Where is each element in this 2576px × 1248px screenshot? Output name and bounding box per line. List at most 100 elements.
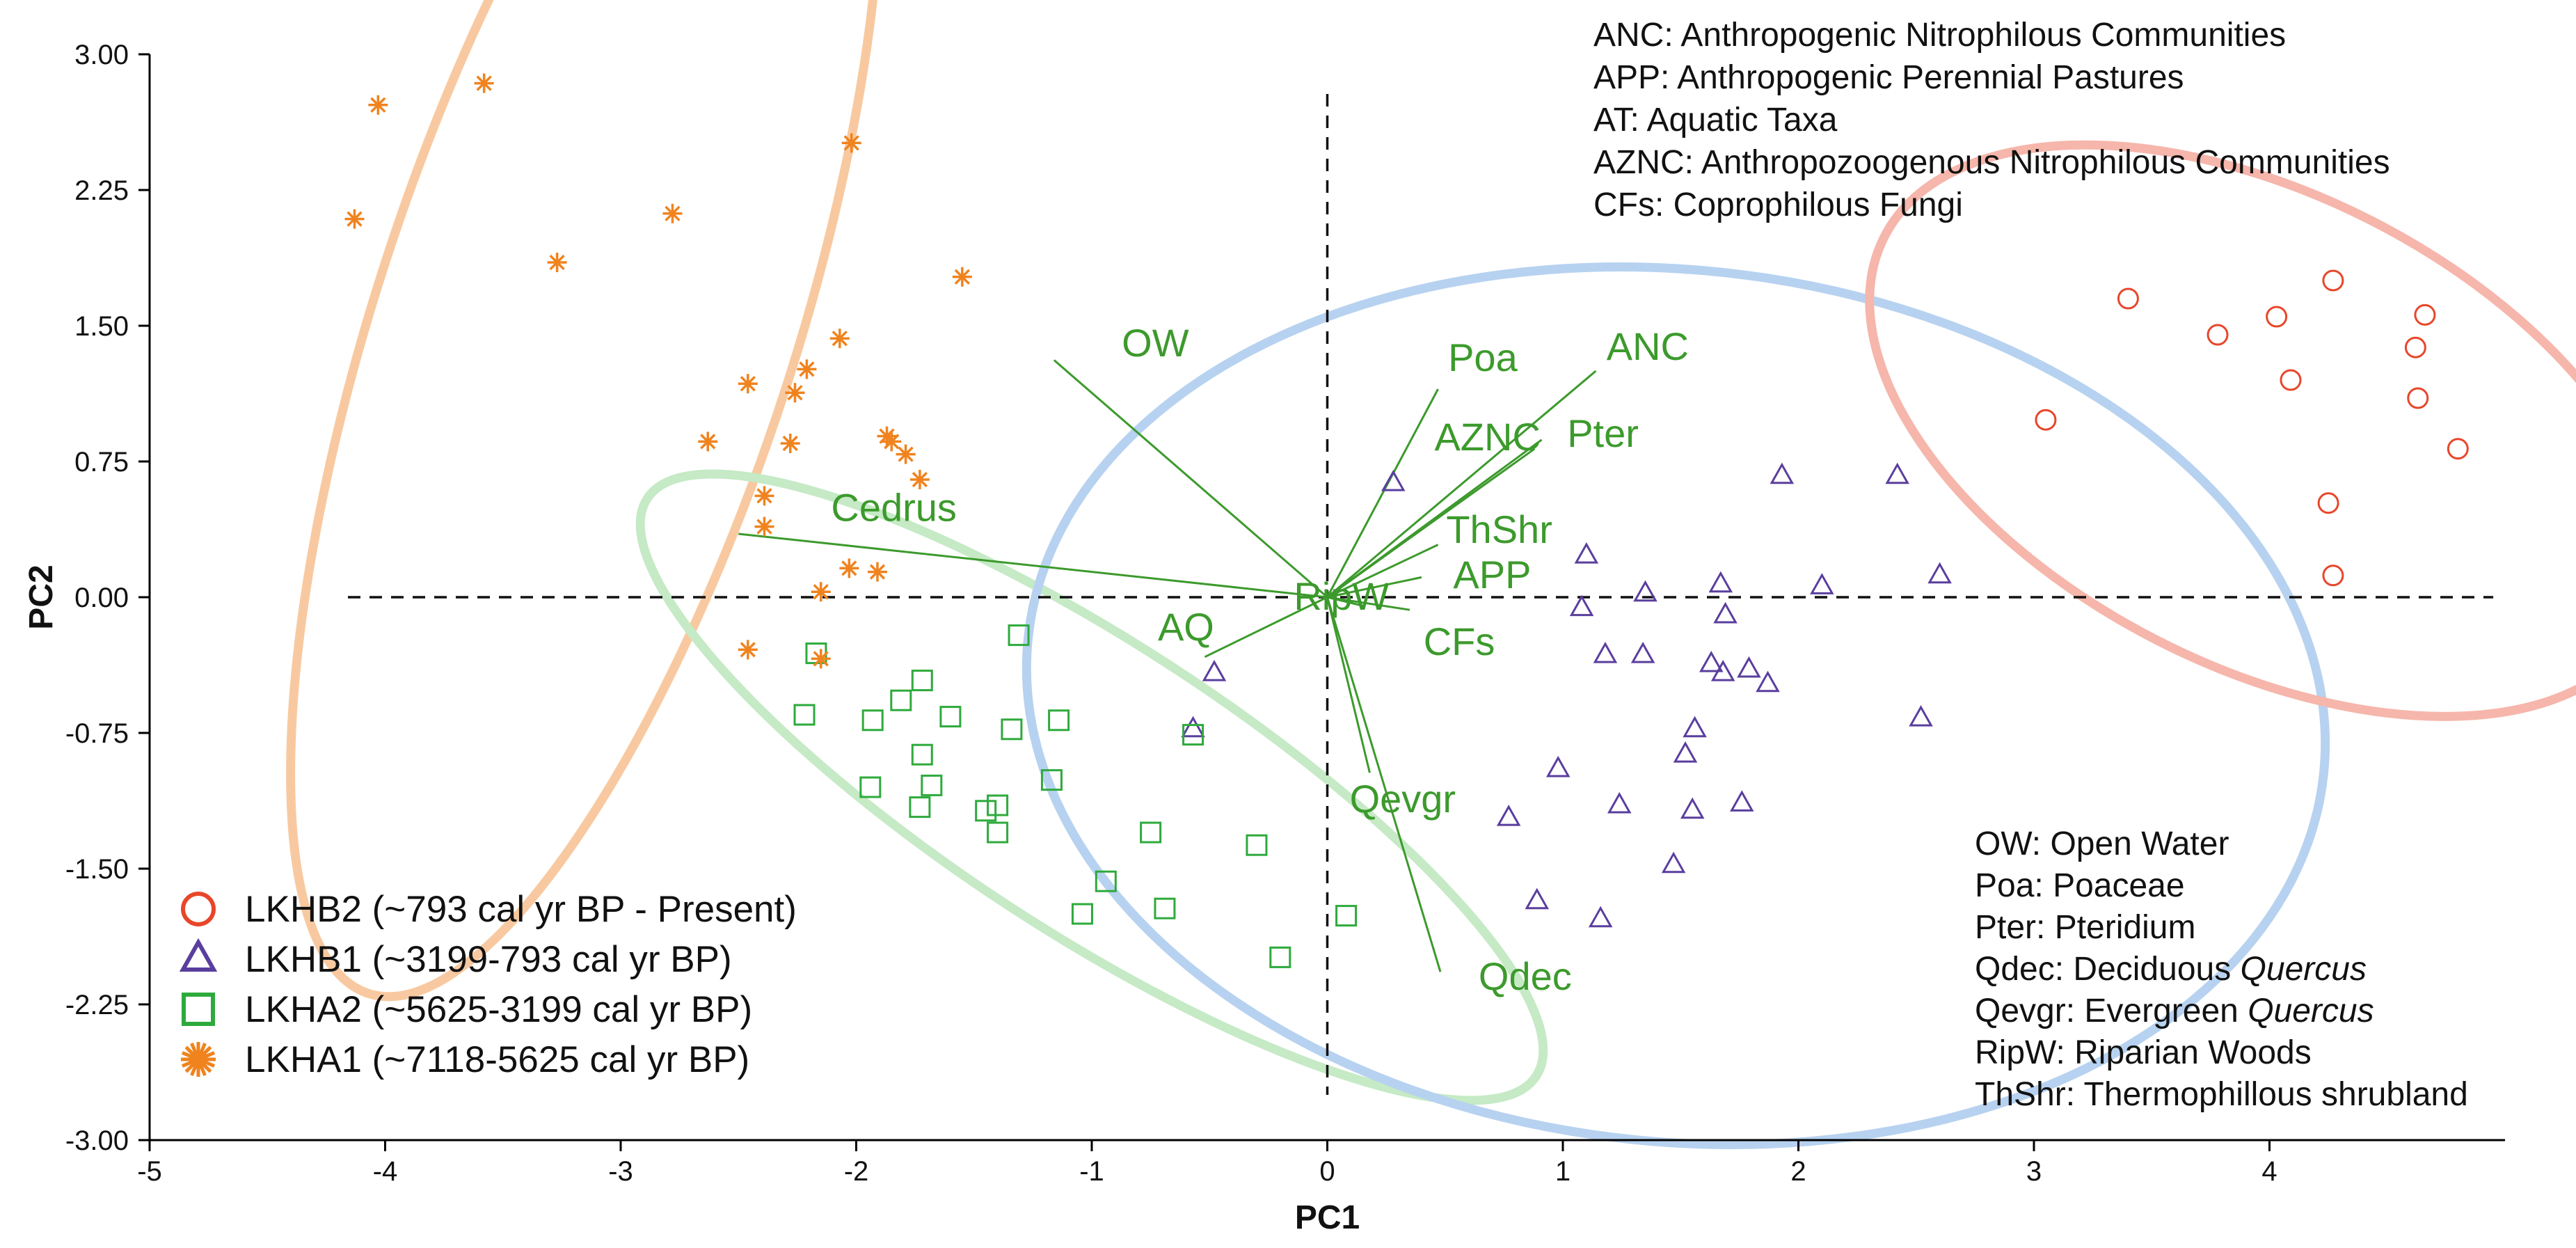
- point-star: [474, 73, 494, 93]
- legend-marker-shape: [179, 938, 218, 972]
- legend-label: LKHA1 (~7118-5625 cal yr BP): [245, 1039, 749, 1080]
- point-circle: [2117, 287, 2139, 310]
- point-circle: [2317, 492, 2339, 514]
- point-triangle: [1737, 656, 1761, 678]
- x-tick-label: -3: [608, 1156, 633, 1187]
- star-stroke: [740, 376, 756, 392]
- point-square: [861, 709, 884, 732]
- point-triangle: [1545, 755, 1571, 777]
- x-tick-label: -2: [844, 1156, 869, 1187]
- abbreviation-note: OW: Open Water: [1975, 826, 2229, 862]
- point-triangle: [1574, 542, 1599, 564]
- loading-vector-qdec: [1326, 597, 1442, 972]
- y-tick-label: -0.75: [65, 718, 129, 749]
- loading-vector-anc: [1326, 370, 1597, 599]
- abbreviation-note: CFs: Coprophilous Fungi: [1593, 187, 1963, 223]
- point-square: [987, 821, 1009, 844]
- point-triangle: [1630, 642, 1655, 663]
- star-stroke: [756, 519, 772, 535]
- x-tick-label: 4: [2261, 1156, 2277, 1187]
- point-star: [839, 558, 859, 578]
- loading-label-cedrus: Cedrus: [831, 486, 957, 530]
- point-triangle: [1381, 470, 1406, 491]
- star-stroke: [370, 97, 386, 113]
- point-star: [896, 444, 916, 464]
- abbreviation-notes-bottom: OW: Open Water Poa: Poaceae Pter: Pteridiu…: [1975, 826, 2468, 1113]
- legend-marker-star: [181, 1042, 216, 1077]
- loading-vector-ow: [1053, 359, 1328, 599]
- star-stroke: [799, 361, 815, 377]
- point-triangle: [1661, 851, 1686, 874]
- y-tick-label: 3.00: [74, 40, 129, 70]
- point-circle: [2207, 324, 2229, 346]
- point-triangle: [1810, 573, 1834, 594]
- series-star: [344, 73, 972, 669]
- series-triangle: [1181, 462, 1952, 928]
- abbreviation-note: Qdec: Deciduous Quercus: [1975, 951, 2367, 988]
- point-star: [698, 432, 718, 452]
- point-triangle: [1729, 790, 1754, 812]
- star-stroke: [700, 434, 716, 450]
- point-square: [1335, 905, 1358, 927]
- point-star: [662, 203, 683, 223]
- point-square: [909, 796, 931, 819]
- star-stroke: [912, 471, 928, 488]
- legend-marker-circle: [181, 892, 216, 926]
- point-star: [867, 562, 887, 582]
- point-triangle: [1607, 791, 1632, 814]
- confidence-ellipse-lkha1: [286, 0, 885, 1002]
- loading-label-qevgr: Qevgr: [1350, 777, 1456, 821]
- abbreviation-notes-top: ANC: Anthropogenic Nitrophilous Communit…: [1593, 17, 2390, 223]
- star-stroke: [954, 269, 970, 285]
- point-star: [547, 253, 567, 272]
- point-triangle: [1713, 601, 1738, 624]
- point-square: [1154, 897, 1176, 919]
- point-square: [1246, 834, 1268, 856]
- point-triangle: [1633, 580, 1657, 602]
- point-star: [909, 470, 930, 489]
- loading-label-anc: ANC: [1607, 324, 1689, 368]
- point-circle: [2404, 336, 2426, 358]
- point-star: [181, 1042, 216, 1077]
- loading-vector-cfs: [1327, 596, 1410, 611]
- point-triangle: [1699, 651, 1724, 672]
- legend-label: LKHA2 (~5625-3199 cal yr BP): [245, 989, 752, 1030]
- point-star: [811, 582, 831, 602]
- point-star: [738, 374, 758, 394]
- point-star: [829, 329, 850, 349]
- point-triangle: [1756, 670, 1780, 693]
- point-triangle: [179, 938, 218, 972]
- point-triangle: [1202, 660, 1227, 681]
- x-axis-title: PC1: [1295, 1199, 1360, 1236]
- x-tick-label: 0: [1319, 1156, 1335, 1187]
- star-stroke: [813, 584, 829, 600]
- confidence-ellipse-lkha2: [635, 469, 1548, 1105]
- point-triangle: [1927, 562, 1952, 584]
- point-square: [182, 993, 215, 1026]
- point-triangle: [1569, 594, 1594, 617]
- abbreviation-note: Qevgr: Evergreen Quercus: [1975, 993, 2374, 1029]
- loading-vector-cedrus: [738, 532, 1328, 599]
- point-star: [754, 516, 774, 537]
- y-tick-label: 1.50: [74, 311, 129, 342]
- abbreviation-note: APP: Anthropogenic Perennial Pastures: [1593, 59, 2184, 96]
- point-triangle: [1525, 887, 1550, 910]
- point-circle: [2322, 269, 2344, 292]
- legend-label: LKHB2 (~793 cal yr BP - Present): [245, 889, 797, 930]
- point-star: [785, 383, 805, 403]
- point-circle: [2322, 564, 2344, 587]
- point-circle: [2407, 387, 2429, 409]
- point-triangle: [1673, 741, 1698, 763]
- star-stroke: [740, 642, 756, 658]
- point-triangle: [1683, 716, 1707, 738]
- legend-marker-triangle: [179, 938, 218, 972]
- point-square: [939, 706, 962, 728]
- loading-label-pter: Pter: [1567, 411, 1639, 455]
- loading-label-thshr: ThShr: [1446, 507, 1552, 551]
- point-square: [1071, 903, 1093, 925]
- point-triangle: [1181, 716, 1205, 738]
- point-square: [1040, 769, 1063, 791]
- point-triangle: [1593, 642, 1618, 663]
